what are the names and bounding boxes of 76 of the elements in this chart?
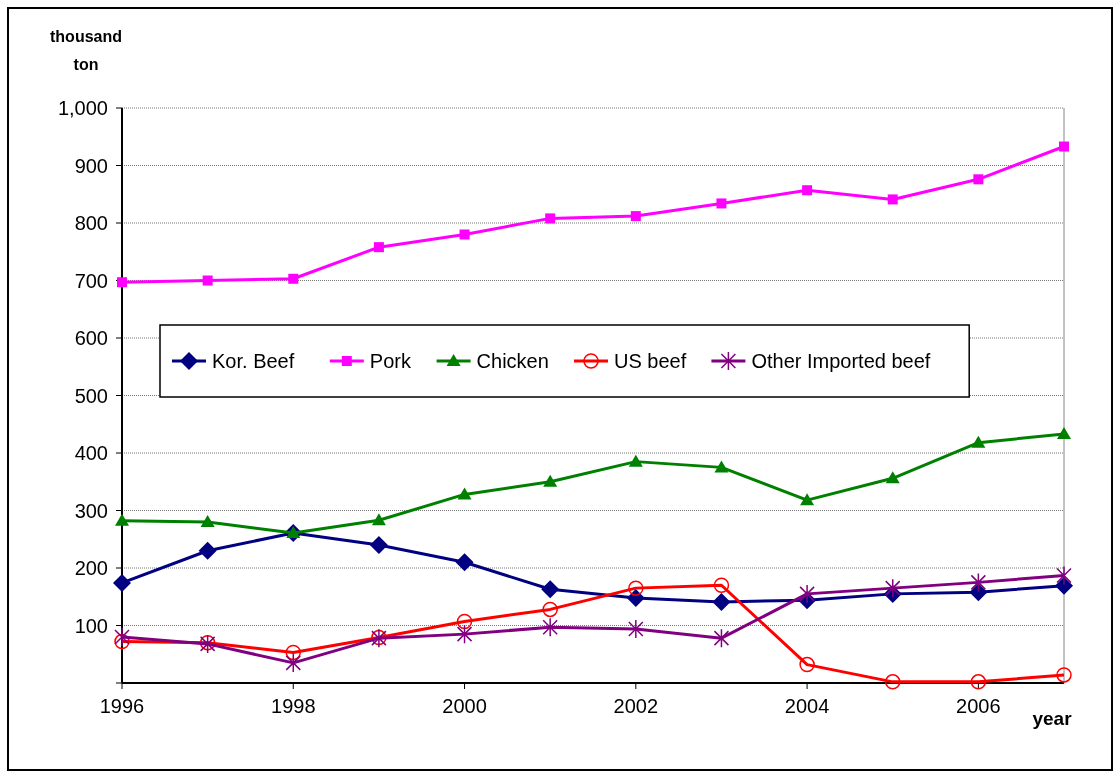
point — [371, 513, 386, 526]
point — [716, 198, 727, 209]
point — [970, 674, 987, 690]
point — [369, 536, 388, 554]
point — [973, 174, 984, 185]
y-tick-label: 400 — [74, 442, 108, 464]
y-tick-label: 700 — [74, 269, 108, 292]
point — [117, 277, 127, 288]
y-tick-label: 600 — [74, 327, 108, 349]
point — [800, 493, 815, 506]
point — [459, 229, 470, 240]
point — [198, 541, 217, 560]
point — [969, 583, 988, 602]
point — [114, 633, 130, 650]
point — [113, 573, 131, 592]
point — [626, 588, 645, 607]
x-tick-label: 1998 — [271, 695, 316, 717]
point — [884, 674, 901, 690]
point — [114, 627, 130, 647]
point — [885, 471, 900, 484]
point — [285, 644, 302, 661]
x-tick-label: 1996 — [99, 695, 145, 717]
point — [542, 617, 558, 637]
point — [884, 578, 901, 598]
point — [628, 454, 643, 467]
point — [971, 435, 986, 448]
legend-label: US beef — [614, 350, 687, 372]
x-tick-label: 2006 — [956, 695, 1001, 717]
y-tick-label: 800 — [74, 212, 108, 234]
point — [541, 580, 560, 599]
x-axis-title: year — [1032, 708, 1073, 729]
point — [202, 275, 213, 286]
legend-label: Pork — [369, 350, 412, 372]
point — [887, 194, 898, 205]
point — [285, 653, 302, 673]
y-tick-label: 500 — [74, 384, 108, 407]
point — [1056, 667, 1072, 683]
x-tick-label: 2004 — [784, 695, 830, 717]
point — [545, 213, 556, 224]
point — [115, 513, 129, 526]
point — [713, 628, 730, 648]
point — [200, 515, 215, 527]
point — [799, 656, 815, 673]
y-tick-label: 200 — [74, 557, 108, 579]
point — [630, 211, 641, 222]
y-tick-label: 300 — [74, 499, 108, 522]
x-tick-label: 2000 — [442, 695, 487, 717]
point — [286, 525, 301, 538]
point — [713, 577, 730, 593]
point — [288, 273, 299, 284]
point — [455, 553, 474, 572]
point — [1055, 576, 1073, 595]
point — [802, 185, 813, 196]
legend-label: Chicken — [476, 350, 549, 372]
x-tick-label: 2002 — [613, 695, 659, 717]
y-axis-title: thousand ton — [50, 28, 122, 73]
point — [1056, 565, 1072, 586]
point — [542, 601, 558, 618]
point — [457, 487, 472, 500]
point — [712, 592, 731, 611]
point — [714, 460, 729, 473]
y-tick-label: 100 — [74, 614, 108, 637]
point — [456, 613, 473, 630]
point — [799, 584, 815, 604]
point — [628, 580, 644, 596]
y-tick-label: 1,000 — [57, 97, 108, 119]
point — [373, 242, 384, 253]
point — [543, 474, 558, 487]
point — [456, 624, 473, 644]
point — [970, 572, 987, 593]
y-tick-label: 900 — [74, 154, 108, 177]
legend-label: Other Imported beef — [751, 350, 931, 372]
point — [1059, 141, 1069, 152]
point — [628, 619, 644, 639]
legend-label: Kor. Beef — [212, 350, 295, 372]
point — [1057, 427, 1071, 440]
